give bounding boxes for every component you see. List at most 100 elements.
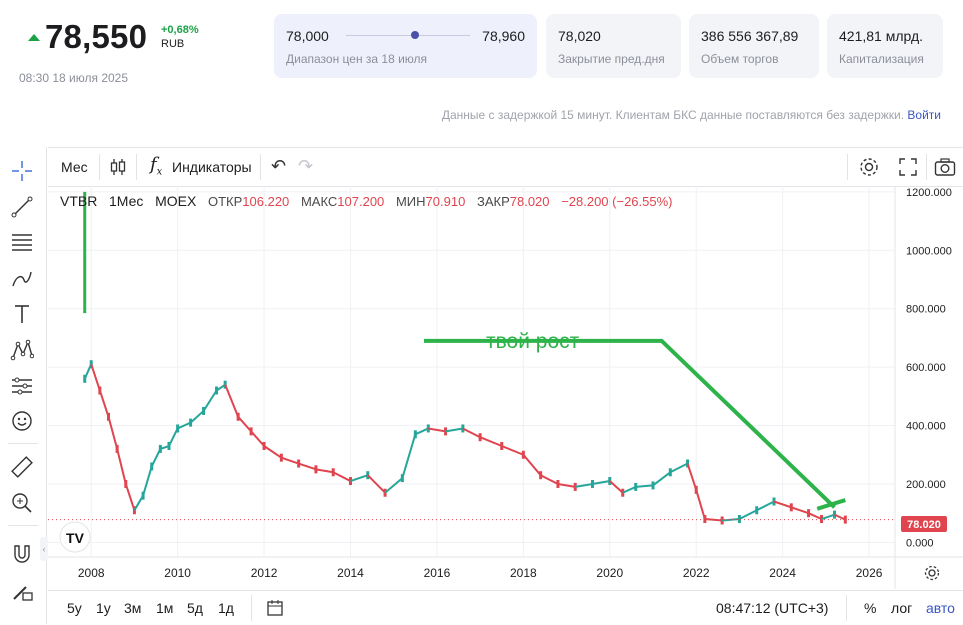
price-chart[interactable]: 1200.000 1000.000 800.000 600.000 400.000 200… xyxy=(48,186,963,589)
price-segment xyxy=(237,416,252,433)
toolbar-divider xyxy=(136,154,137,180)
percent-scale-toggle[interactable]: % xyxy=(864,600,877,616)
y-tick-label: 400.000 xyxy=(906,421,946,433)
tradingview-logo-text: TV xyxy=(66,530,85,546)
settings-gear-icon[interactable] xyxy=(858,156,880,183)
fib-lines-icon[interactable] xyxy=(8,228,36,256)
price-candle xyxy=(89,360,93,369)
indicators-button[interactable]: Индикаторы xyxy=(172,159,252,175)
range-high: 78,960 xyxy=(482,28,525,44)
price-segment xyxy=(808,512,822,520)
lock-pencil-icon[interactable] xyxy=(8,577,36,605)
tradingview-logo-icon[interactable] xyxy=(59,521,91,553)
text-icon[interactable] xyxy=(8,300,36,328)
current-price: 78,550 xyxy=(45,18,148,55)
price-candle xyxy=(755,506,759,515)
range-track xyxy=(346,35,470,36)
emoji-icon[interactable] xyxy=(8,407,36,435)
crosshair-icon[interactable] xyxy=(8,157,36,185)
legend-low-label: МИН xyxy=(395,194,426,209)
volume-label: Объем торгов xyxy=(701,52,779,66)
price-segment xyxy=(107,416,119,450)
interval-selector[interactable]: Мес xyxy=(61,159,88,175)
price-segment xyxy=(557,482,576,488)
legend-high-label: МАКС xyxy=(300,194,338,209)
date-range-icon[interactable] xyxy=(266,599,284,622)
price-segment xyxy=(445,427,464,433)
toolbar-divider xyxy=(846,595,847,621)
current-time[interactable]: 08:47:12 (UTC+3) xyxy=(716,600,829,616)
fullscreen-icon[interactable] xyxy=(898,157,918,182)
price-segment xyxy=(281,456,299,465)
camera-icon[interactable] xyxy=(934,157,956,182)
price-segment xyxy=(622,485,637,494)
currency-label: RUB xyxy=(161,38,185,50)
price-segment xyxy=(263,445,282,459)
brush-icon[interactable] xyxy=(8,264,36,292)
zoom-icon[interactable] xyxy=(8,489,36,517)
legend-close-label: ЗАКР xyxy=(476,194,510,209)
trend-annotation[interactable]: твой рост xyxy=(486,330,580,353)
capitalization-value: 421,81 млрд. xyxy=(839,28,924,44)
price-segment xyxy=(479,436,503,447)
price-segment xyxy=(669,462,689,474)
collapse-toolbar-handle[interactable]: ‹ xyxy=(40,537,48,561)
delay-notice: Данные с задержкой 15 минут. Клиентам БК… xyxy=(442,108,941,122)
price-candle xyxy=(478,433,482,442)
price-segment xyxy=(821,513,835,520)
price-segment xyxy=(367,474,386,494)
price-candle xyxy=(843,515,847,524)
user-drawings[interactable] xyxy=(83,191,846,511)
range-5d[interactable]: 5д xyxy=(187,600,203,616)
volume-card: 386 556 367,89 Объем торгов xyxy=(689,14,819,78)
x-tick-label: 2022 xyxy=(683,566,710,580)
login-link[interactable]: Войти xyxy=(907,108,941,122)
prev-close-value: 78,020 xyxy=(558,28,601,44)
candles-icon[interactable] xyxy=(108,157,128,182)
range-5y[interactable]: 5у xyxy=(67,600,82,616)
ruler-icon[interactable] xyxy=(8,453,36,481)
indicators-fx-icon[interactable]: fx xyxy=(150,154,163,178)
auto-scale-toggle[interactable]: авто xyxy=(926,600,955,616)
price-segment xyxy=(428,427,446,433)
x-tick-label: 2008 xyxy=(78,566,105,580)
trend-line-icon[interactable] xyxy=(8,193,36,221)
magnet-icon[interactable] xyxy=(8,540,36,568)
undo-icon[interactable]: ↶ xyxy=(271,156,287,176)
axis-settings-gear-icon[interactable] xyxy=(924,565,940,581)
capitalization-card: 421,81 млрд. Капитализация xyxy=(827,14,943,78)
chart-toolbar: Мес fx Индикаторы ↶ ↷ xyxy=(48,147,963,187)
growth-arrow-drawing xyxy=(816,498,846,511)
price-segment xyxy=(177,421,192,430)
toolbar-divider xyxy=(8,443,38,444)
redo-icon[interactable]: ↷ xyxy=(298,156,314,176)
chart-bottom-bar: 5у 1у 3м 1м 5д 1д 08:47:12 (UTC+3) % лог… xyxy=(48,590,963,625)
y-tick-label: 600.000 xyxy=(906,362,946,374)
price-segment xyxy=(142,466,153,496)
range-1y[interactable]: 1у xyxy=(96,600,111,616)
legend-change: −28.200 (−26.55%) xyxy=(561,194,673,209)
price-segment xyxy=(350,474,369,482)
price-segment xyxy=(501,445,524,456)
range-low: 78,000 xyxy=(286,28,329,44)
price-segment xyxy=(592,480,610,485)
price-segment xyxy=(124,483,136,511)
price-segment xyxy=(635,484,654,488)
pattern-icon[interactable] xyxy=(8,336,36,364)
price-change: +0,68% xyxy=(161,24,199,36)
x-tick-label: 2016 xyxy=(424,566,451,580)
price-segment xyxy=(790,506,809,515)
log-scale-toggle[interactable]: лог xyxy=(891,600,913,616)
range-1m[interactable]: 1м xyxy=(156,600,174,616)
x-tick-label: 2010 xyxy=(164,566,191,580)
range-1d[interactable]: 1д xyxy=(218,600,234,616)
range-3m[interactable]: 3м xyxy=(124,600,142,616)
price-segment xyxy=(756,500,775,512)
trend-line-drawing xyxy=(423,338,836,509)
price-segment xyxy=(315,468,334,474)
drawing-toolbar: ‹ xyxy=(0,147,48,624)
forecast-icon[interactable] xyxy=(8,372,36,400)
price-segment xyxy=(462,427,481,439)
price-segment xyxy=(704,518,723,522)
y-tick-label: 800.000 xyxy=(906,304,946,316)
